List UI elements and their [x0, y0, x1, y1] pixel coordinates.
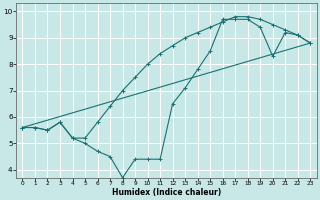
X-axis label: Humidex (Indice chaleur): Humidex (Indice chaleur) — [112, 188, 221, 197]
